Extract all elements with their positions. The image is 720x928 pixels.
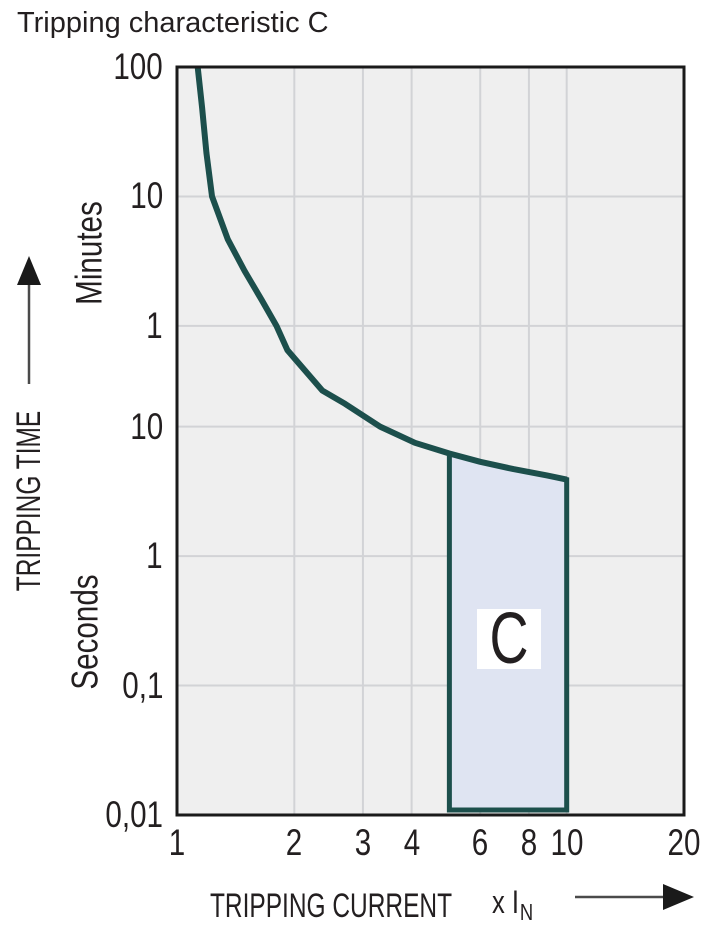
y-axis-seconds-unit-label: Seconds bbox=[64, 574, 106, 690]
figure-title: Tripping characteristic C bbox=[17, 7, 329, 39]
plot-background bbox=[177, 67, 684, 815]
x-tick-label: 2 bbox=[286, 822, 303, 863]
plot-frame bbox=[175, 65, 686, 817]
x-tick-label: 4 bbox=[403, 822, 420, 863]
x-axis-multiplier-text: x I bbox=[492, 884, 520, 920]
x-tick-label: 3 bbox=[354, 822, 372, 863]
x-tick-label: 10 bbox=[550, 822, 584, 863]
tripping-curve bbox=[194, 67, 568, 483]
y-tick-label: 1 bbox=[146, 304, 163, 346]
x-axis-title: TRIPPING CURRENT bbox=[209, 887, 453, 925]
y-tick-label: 100 bbox=[113, 45, 163, 87]
y-axis-arrow-head-icon bbox=[17, 256, 41, 285]
y-tick-label: 1 bbox=[146, 534, 163, 576]
x-axis-arrow-head-icon bbox=[663, 884, 694, 910]
x-tick-label: 1 bbox=[168, 822, 186, 863]
x-tick-label: 8 bbox=[520, 822, 538, 863]
x-tick-label: 20 bbox=[667, 822, 701, 863]
y-axis-title: TRIPPING TIME bbox=[10, 410, 48, 592]
y-tick-label: 0,1 bbox=[121, 664, 163, 706]
region-c-label-box: C bbox=[477, 603, 541, 675]
x-axis-multiplier-subscript: N bbox=[519, 899, 534, 925]
y-tick-label: 10 bbox=[130, 175, 163, 217]
y-tick-label: 10 bbox=[130, 405, 163, 447]
x-axis-multiplier: x IN bbox=[492, 884, 533, 924]
x-tick-label: 6 bbox=[472, 822, 489, 863]
y-axis-minutes-unit-label: Minutes bbox=[68, 201, 110, 305]
region-c-label: C bbox=[489, 599, 529, 679]
y-tick-label: 0,01 bbox=[105, 793, 163, 835]
